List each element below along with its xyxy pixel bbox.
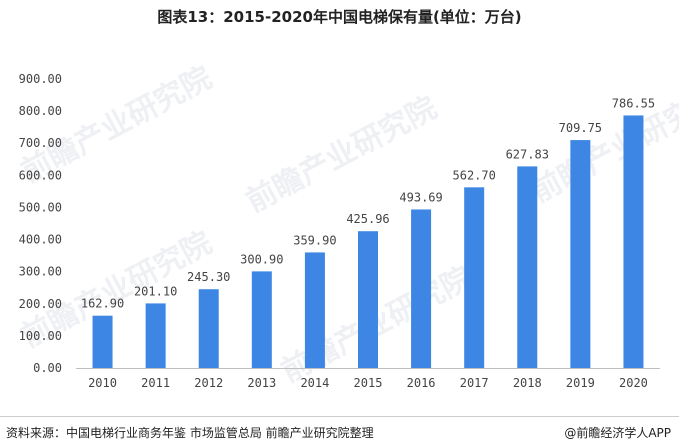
bar bbox=[358, 231, 378, 368]
y-tick-label: 800.00 bbox=[19, 104, 62, 118]
x-tick-label: 2013 bbox=[247, 376, 276, 390]
data-label: 786.55 bbox=[612, 96, 655, 110]
x-tick-label: 2019 bbox=[566, 376, 595, 390]
x-tick-label: 2016 bbox=[407, 376, 436, 390]
bar bbox=[198, 289, 219, 368]
x-tick-label: 2020 bbox=[619, 376, 648, 390]
x-tick-label: 2018 bbox=[513, 376, 542, 390]
source-note: 资料来源：中国电梯行业商务年鉴 市场监管总局 前瞻产业研究院整理 bbox=[6, 426, 374, 440]
y-tick-label: 200.00 bbox=[19, 297, 62, 311]
x-tick-label: 2012 bbox=[194, 376, 223, 390]
bar bbox=[517, 166, 538, 368]
bars bbox=[92, 115, 644, 368]
y-tick-label: 0.00 bbox=[33, 361, 62, 375]
bar bbox=[570, 140, 591, 368]
x-tick-label: 2010 bbox=[88, 376, 117, 390]
y-tick-label: 500.00 bbox=[19, 200, 62, 214]
data-label: 562.70 bbox=[453, 168, 496, 182]
y-axis-ticks: 0.00 100.00 200.00 300.00 400.00 500.00 600.00… bbox=[19, 72, 62, 375]
brand-label: @前瞻经济学人APP bbox=[564, 426, 671, 440]
y-tick-label: 100.00 bbox=[19, 329, 62, 343]
y-tick-label: 900.00 bbox=[19, 72, 62, 86]
x-axis-ticks: 2010 2011 2012 2013 2014 2015 2016 2017 2018 2019… bbox=[88, 376, 648, 390]
data-label: 201.10 bbox=[134, 284, 177, 298]
chart-title: 图表13：2015-2020年中国电梯保有量(单位：万台) bbox=[157, 8, 522, 26]
bar bbox=[251, 271, 272, 368]
x-tick-label: 2015 bbox=[354, 376, 383, 390]
bar bbox=[304, 252, 325, 368]
bar bbox=[464, 187, 485, 368]
y-tick-label: 400.00 bbox=[19, 233, 62, 247]
bar-chart: 0.00 100.00 200.00 300.00 400.00 500.00 600.00… bbox=[19, 72, 660, 390]
footer: 资料来源：中国电梯行业商务年鉴 市场监管总局 前瞻产业研究院整理 @前瞻经济学人… bbox=[0, 416, 679, 448]
x-tick-label: 2011 bbox=[141, 376, 170, 390]
data-label: 162.90 bbox=[81, 297, 124, 311]
data-label: 245.30 bbox=[187, 270, 230, 284]
x-tick-label: 2014 bbox=[300, 376, 329, 390]
y-tick-label: 700.00 bbox=[19, 136, 62, 150]
bar bbox=[145, 303, 166, 368]
bar bbox=[411, 209, 432, 368]
data-label: 300.90 bbox=[240, 252, 283, 266]
data-label: 627.83 bbox=[506, 147, 549, 161]
x-tick-label: 2017 bbox=[460, 376, 489, 390]
value-labels: 162.90 201.10 245.30 300.90 359.90 425.96 493.… bbox=[81, 96, 655, 310]
y-tick-label: 600.00 bbox=[19, 168, 62, 182]
data-label: 709.75 bbox=[559, 121, 602, 135]
data-label: 425.96 bbox=[346, 212, 389, 226]
data-label: 359.90 bbox=[293, 233, 336, 247]
y-tick-label: 300.00 bbox=[19, 265, 62, 279]
data-label: 493.69 bbox=[399, 190, 442, 204]
bar bbox=[623, 115, 644, 368]
bar bbox=[92, 315, 113, 368]
